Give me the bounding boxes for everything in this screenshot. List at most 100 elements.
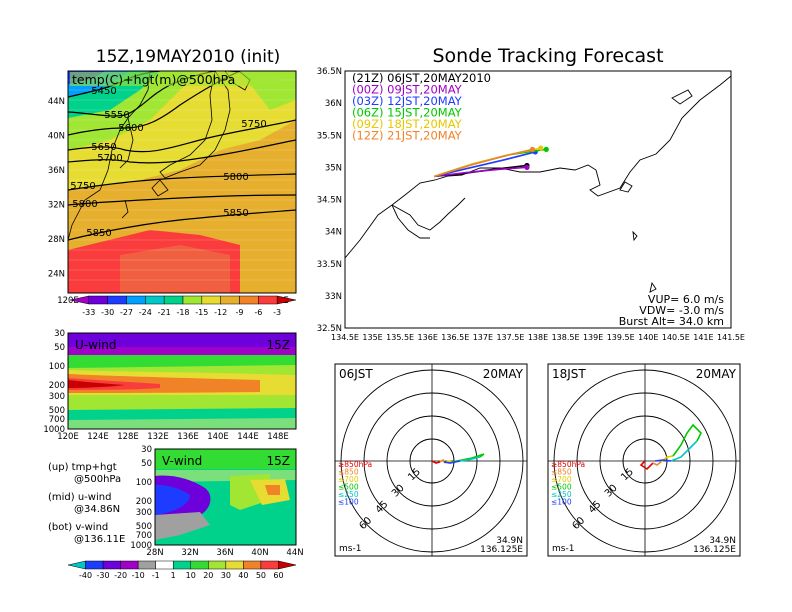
colorbar-cell	[276, 295, 297, 305]
contour-label: 5650	[91, 142, 116, 153]
track-burst-point	[529, 146, 536, 152]
track-lat-tick-label: 34.5N	[317, 196, 342, 206]
track-lon-tick-label: 134.5E	[331, 333, 359, 342]
track-burst-point	[538, 145, 544, 151]
hodo-units: ms-1	[339, 544, 361, 554]
hodo-level-label: ≤100	[338, 498, 359, 507]
track-lon-tick-label: 137E	[473, 333, 493, 342]
track-lat-tick-label: 35.5N	[317, 131, 342, 141]
hodo-trace-segment	[431, 460, 441, 464]
track-legend-entry: (06Z) 15JST,20MAY	[352, 106, 463, 120]
map-lat-tick-label: 24N	[48, 270, 65, 280]
track-lon-tick-label: 140E	[638, 333, 658, 342]
u-lon-tick-label: 132E	[147, 432, 169, 442]
wind-colorbar-label: 10	[186, 571, 196, 580]
u-lon-tick-label: 124E	[87, 432, 109, 442]
note-up-2: @500hPa	[74, 474, 121, 485]
vup-text: VUP= 6.0 m/s	[648, 293, 724, 306]
note-bot-2: @136.11E	[74, 534, 125, 545]
wind-colorbar-labels: -40 -30 -20 -10 -1 1 10 20 30 40 50 60	[79, 571, 284, 580]
track-lat-tick-label: 34N	[325, 228, 342, 238]
colorbar-cell	[239, 295, 259, 305]
left-title: 15Z,19MAY2010 (init)	[96, 47, 281, 67]
hodo-level-legend: ≥850hPa≤850≤700≤500≤250≤100	[551, 460, 585, 507]
track-lon-tick-label: 138.5E	[552, 333, 580, 342]
track-lat-tick-label: 35N	[325, 163, 342, 173]
hodo-units: ms-1	[552, 544, 574, 554]
track-lon-tick-label: 139E	[583, 333, 603, 342]
colorbar-cell	[258, 295, 278, 305]
u-wind-time: 15Z	[267, 338, 291, 352]
track-burst-point	[524, 164, 530, 170]
wind-colorbar-cell	[225, 560, 244, 570]
map-lat-tick-label: 32N	[48, 201, 65, 211]
contour-label: 5450	[91, 86, 116, 97]
map-500hpa-label: temp(C)+hgt(m)@500hPa	[72, 72, 235, 87]
track-panel: (21Z) 06JST,20MAY2010(00Z) 09JST,20MAY(0…	[317, 67, 745, 342]
track-lon-tick-label: 141E	[693, 333, 713, 342]
track-lon-labels: 134.5E 135E 135.5E 136E 136.5E 137E 137.5E 138E…	[331, 333, 745, 342]
track-lat-tick-label: 36N	[325, 99, 342, 109]
wind-colorbar-cell	[260, 560, 279, 570]
hodo-level-label: ≤700	[551, 475, 572, 484]
track-lat-tick-label: 33.5N	[317, 260, 342, 270]
hodo-date: 20MAY	[483, 367, 524, 381]
hodo-trace	[639, 423, 702, 471]
hodo-rings	[335, 364, 527, 556]
wind-colorbar-label: 60	[273, 571, 283, 580]
contour-label: 5550	[104, 110, 129, 121]
hodo-trace-segment	[670, 440, 698, 462]
wind-colorbar-label: 50	[256, 571, 266, 580]
v-wind-time: 15Z	[267, 454, 291, 468]
v-pressure-tick-label: 200	[136, 497, 152, 507]
hodo-level-label: ≤500	[338, 483, 359, 492]
hodo-trace-segment	[443, 460, 461, 464]
v-pressure-tick-label: 30	[141, 445, 152, 455]
contour-label: 5750	[241, 119, 266, 130]
hodo-frame	[334, 363, 528, 557]
colorbar-label: -33	[82, 308, 95, 317]
track-lon-tick-label: 135E	[362, 333, 382, 342]
v-pressure-tick-label: 100	[136, 478, 152, 488]
track-lon-tick-label: 141.5E	[717, 333, 745, 342]
hodo-lon: 136.125E	[480, 545, 523, 555]
hodo-level-label: ≥850hPa	[551, 460, 585, 469]
wind-colorbar-cell	[85, 560, 104, 570]
wind-colorbar-label: 1	[171, 571, 176, 580]
wind-colorbar: -40 -30 -20 -10 -1 1 10 20 30 40 50 60	[67, 560, 297, 580]
hodo-level-label: ≤850	[338, 468, 359, 477]
hodo-trace-segment	[652, 461, 662, 466]
colorbar-cell	[182, 295, 203, 305]
track-lon-tick-label: 140.5E	[662, 333, 690, 342]
note-mid-2: @34.86N	[74, 504, 120, 515]
track-lat-labels: 36.5N 36N 35.5N 35N 34.5N 34N 33.5N 33N 32.5N	[317, 67, 342, 334]
hodo-level-label: ≤100	[551, 498, 572, 507]
v-pressure-tick-label: 500	[136, 522, 152, 532]
u-pressure-tick-label: 100	[49, 362, 65, 372]
track-lines	[434, 145, 549, 178]
right-title: Sonde Tracking Forecast	[432, 45, 663, 67]
v-lat-tick-label: 32N	[181, 548, 198, 558]
colorbar-label: -30	[101, 308, 114, 317]
u-pressure-tick-label: 1000	[43, 425, 65, 435]
wind-colorbar-cell	[137, 560, 156, 570]
colorbar-cell	[220, 295, 240, 305]
track-series-line	[434, 148, 533, 178]
wind-colorbar-label: -1	[152, 571, 160, 580]
colorbar-cell	[107, 295, 127, 305]
vdw-text: VDW= -3.0 m/s	[639, 304, 724, 317]
u-lon-tick-label: 120E	[57, 432, 79, 442]
contour-label: 5750	[70, 181, 95, 192]
colorbar-cell	[126, 295, 146, 305]
contour-label: 5700	[97, 153, 122, 164]
track-legend-entry: (09Z) 18JST,20MAY	[352, 117, 463, 131]
wind-colorbar-cell	[102, 560, 121, 570]
hodo-trace-segment	[459, 456, 481, 462]
hodo-trace-segment	[654, 459, 672, 462]
hodo-titles: 18JST 20MAY	[552, 367, 737, 381]
wind-colorbar-label: -30	[97, 571, 110, 580]
hodo-lat: 34.9N	[496, 536, 523, 546]
